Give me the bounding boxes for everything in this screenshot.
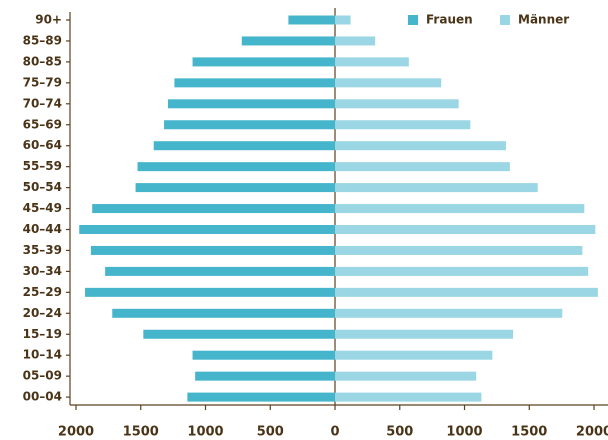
bar: [195, 371, 336, 381]
y-tick-label: 70–74: [23, 96, 62, 110]
bar: [288, 15, 336, 25]
y-tick-label: 90+: [35, 13, 62, 27]
bar: [85, 287, 336, 297]
bar: [79, 225, 336, 234]
bar: [335, 287, 598, 297]
y-tick-label: 85–89: [23, 33, 62, 47]
bar: [137, 162, 336, 172]
bar: [335, 78, 442, 88]
x-tick-label: 500: [386, 425, 413, 440]
bar: [153, 141, 336, 151]
bar: [335, 266, 589, 276]
bar: [335, 15, 351, 25]
bar: [192, 350, 336, 360]
y-tick-label: 55–59: [23, 159, 62, 173]
legend-label: Frauen: [426, 13, 473, 27]
bar: [335, 350, 493, 360]
bar: [192, 57, 336, 67]
bar: [164, 120, 336, 130]
bar: [335, 99, 459, 109]
legend-label: Männer: [518, 13, 569, 27]
x-tick-label: 2000: [576, 425, 608, 440]
bar: [174, 78, 336, 88]
bar: [143, 329, 336, 339]
bar: [335, 308, 563, 318]
bar: [105, 266, 336, 276]
bar: [335, 120, 471, 130]
bar: [335, 225, 596, 234]
y-tick-label: 80–85: [23, 54, 62, 68]
legend-swatch: [408, 15, 418, 25]
bar: [335, 392, 482, 402]
bar: [112, 308, 336, 318]
bar: [187, 392, 336, 402]
bar: [167, 99, 336, 109]
y-tick-label: 50–54: [23, 180, 62, 194]
x-tick-label: 2000: [58, 425, 94, 440]
x-tick-label: 1000: [446, 425, 482, 440]
bar: [335, 162, 510, 172]
y-tick-label: 65–69: [23, 117, 62, 131]
y-tick-label: 30–34: [23, 264, 62, 278]
bar: [335, 329, 514, 339]
y-tick-label: 35–39: [23, 243, 62, 257]
bar: [92, 204, 336, 214]
bar: [335, 245, 583, 255]
bar: [90, 245, 336, 255]
y-tick-label: 40–44: [23, 222, 62, 236]
y-tick-label: 45–49: [23, 201, 62, 215]
bar: [241, 36, 336, 46]
bar: [335, 57, 409, 67]
x-tick-label: 0: [330, 425, 339, 440]
y-tick-label: 10–14: [23, 348, 62, 362]
bar: [335, 204, 585, 214]
y-tick-label: 75–79: [23, 75, 62, 89]
bar: [135, 183, 336, 193]
x-tick-label: 500: [257, 425, 284, 440]
bar: [335, 183, 538, 193]
y-tick-label: 15–19: [23, 327, 62, 341]
y-tick-label: 20–24: [23, 306, 62, 320]
y-tick-label: 60–64: [23, 138, 62, 152]
bar: [335, 371, 477, 381]
x-tick-label: 1500: [123, 425, 159, 440]
x-tick-label: 1500: [511, 425, 547, 440]
y-tick-label: 05–09: [23, 369, 62, 383]
y-tick-label: 25–29: [23, 285, 62, 299]
x-tick-label: 1000: [187, 425, 223, 440]
bar: [335, 141, 506, 151]
legend-swatch: [500, 15, 510, 25]
y-tick-label: 00–04: [23, 390, 62, 404]
bar: [335, 36, 376, 46]
